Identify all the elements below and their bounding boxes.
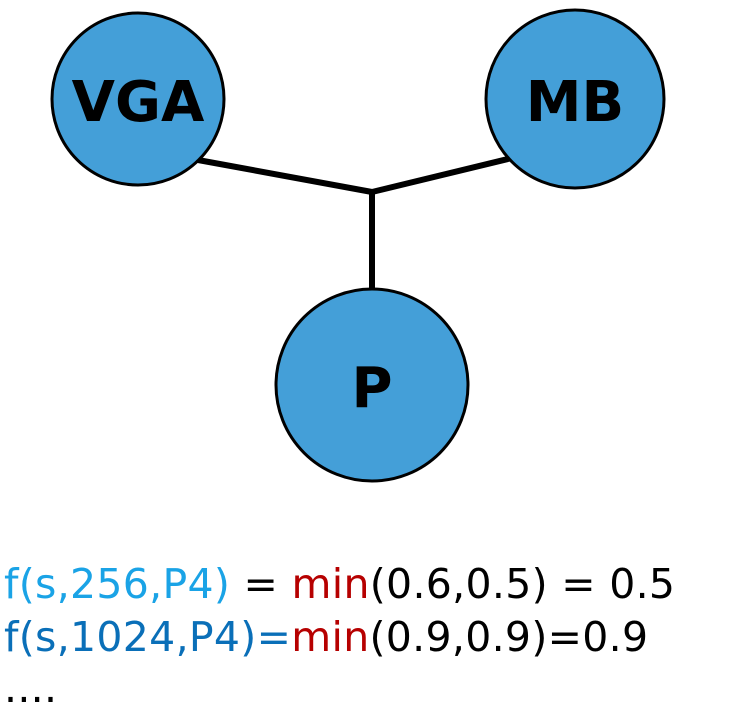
- formula-line-2: f(s,1024,P4)=min(0.9,0.9)=0.9: [4, 617, 648, 658]
- node-p-circle: [274, 287, 470, 483]
- formula-line-1: f(s,256,P4) = min(0.6,0.5) = 0.5: [4, 564, 675, 605]
- formula-2-args: (0.9,0.9)=0.9: [369, 613, 649, 661]
- formula-1-equals: =: [230, 560, 292, 608]
- formula-1-min: min: [291, 560, 370, 608]
- edge-vga-junction: [197, 157, 373, 195]
- node-mb-label: MB: [526, 70, 624, 135]
- node-vga: VGA: [50, 11, 226, 187]
- node-mb-circle: [484, 8, 666, 190]
- formula-1-args: (0.6,0.5) = 0.5: [369, 560, 676, 608]
- formula-2-function: f(s,1024,P4): [4, 613, 257, 661]
- formula-ellipsis: ....: [4, 664, 58, 712]
- formula-2-min: min: [291, 613, 370, 661]
- factor-graph-diagram: VGA MB P: [50, 8, 666, 483]
- node-vga-circle: [50, 11, 226, 187]
- formula-2-equals: =: [256, 613, 292, 661]
- node-p: P: [274, 287, 470, 483]
- formula-1-function: f(s,256,P4): [4, 560, 231, 608]
- node-mb: MB: [484, 8, 666, 190]
- edge-mb-junction: [371, 155, 513, 195]
- node-vga-label: VGA: [72, 70, 205, 135]
- node-p-label: P: [351, 356, 392, 421]
